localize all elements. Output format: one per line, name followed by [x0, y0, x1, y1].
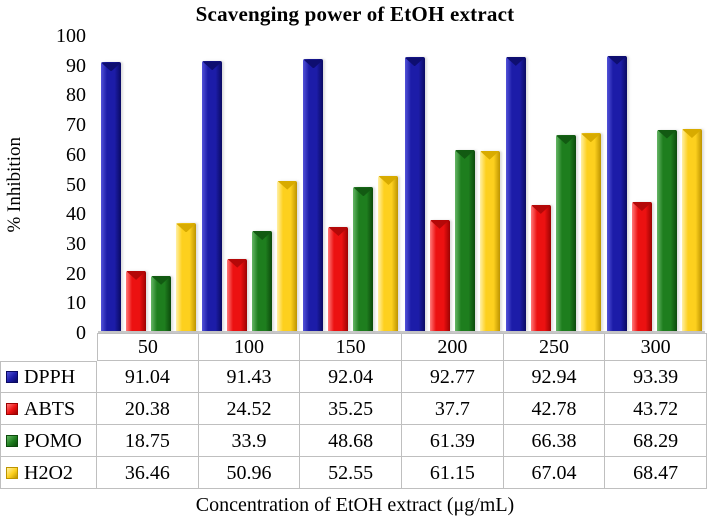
y-tick-label: 30 — [66, 232, 86, 255]
legend-label-h2o2: H2O2 — [24, 461, 73, 484]
y-tick-label: 40 — [66, 203, 86, 226]
bar-pomo-300 — [656, 129, 677, 331]
legend-marker-abts-icon — [6, 402, 18, 415]
legend-label-dpph: DPPH — [24, 366, 76, 388]
bar-h2o2-100 — [277, 180, 298, 331]
bar-abts-200 — [429, 219, 450, 331]
value-cell-h2o2-150: 52.55 — [300, 457, 402, 489]
chart-title: Scavenging power of EtOH extract — [195, 2, 515, 26]
bar-group-100 — [199, 36, 300, 331]
bar-abts-100 — [227, 258, 248, 331]
y-tick-label: 100 — [56, 25, 86, 47]
plot-area — [98, 36, 705, 333]
bar-dpph-300 — [606, 55, 627, 331]
value-cell-abts-50: 20.38 — [97, 393, 199, 425]
bar-h2o2-300 — [681, 129, 702, 331]
bar-pomo-100 — [252, 231, 273, 331]
value-cell-pomo-50: 18.75 — [97, 425, 199, 457]
bar-group-250 — [503, 36, 604, 331]
bar-dpph-250 — [505, 56, 526, 331]
bar-pomo-200 — [454, 149, 475, 331]
value-cell-h2o2-250: 67.04 — [503, 457, 606, 489]
legend-marker-pomo-icon — [6, 434, 18, 447]
y-tick-label: 90 — [66, 54, 86, 77]
bar-abts-50 — [126, 270, 147, 331]
y-tick-label: 70 — [66, 114, 86, 137]
value-cell-dpph-150: 92.04 — [300, 361, 402, 393]
legend-cell-dpph: DPPH — [0, 361, 97, 393]
data-table: 50 100 150 200 250 300 DPPH 91.04 91.43 92.04 92.7… — [0, 333, 707, 489]
bar-h2o2-150 — [378, 175, 399, 331]
bar-dpph-50 — [101, 62, 122, 331]
value-cell-abts-100: 24.52 — [198, 393, 301, 425]
legend-label-pomo: POMO — [24, 429, 82, 452]
bar-abts-300 — [631, 202, 652, 331]
bar-pomo-250 — [555, 135, 576, 331]
bar-pomo-50 — [151, 275, 172, 331]
bar-h2o2-250 — [580, 133, 601, 331]
bar-abts-150 — [328, 227, 349, 331]
category-header-250: 250 — [503, 333, 606, 361]
x-axis-title: Concentration of EtOH extract (μg/mL) — [195, 494, 515, 516]
y-tick-label: 10 — [66, 292, 86, 315]
value-cell-h2o2-300: 68.47 — [605, 457, 707, 489]
value-cell-pomo-150: 48.68 — [300, 425, 402, 457]
value-cell-abts-300: 43.72 — [605, 393, 707, 425]
bar-group-50 — [98, 36, 199, 331]
y-tick-label: 60 — [66, 143, 86, 166]
value-cell-pomo-250: 66.38 — [503, 425, 606, 457]
bar-group-200 — [402, 36, 503, 331]
y-tick-label: 20 — [66, 262, 86, 285]
legend-marker-h2o2-icon — [6, 466, 18, 479]
y-axis-ticks: 0 10 20 30 40 50 60 70 80 90 100 — [30, 26, 98, 343]
category-header-200: 200 — [401, 333, 504, 361]
bar-abts-250 — [530, 204, 551, 331]
y-tick-label: 80 — [66, 84, 86, 107]
y-tick-label: 50 — [66, 173, 86, 196]
legend-cell-abts: ABTS — [0, 393, 97, 425]
value-cell-pomo-200: 61.39 — [401, 425, 504, 457]
bar-h2o2-200 — [479, 150, 500, 331]
category-header-300: 300 — [605, 333, 707, 361]
value-cell-pomo-300: 68.29 — [605, 425, 707, 457]
bar-dpph-100 — [202, 61, 223, 331]
value-cell-abts-200: 37.7 — [401, 393, 504, 425]
value-cell-pomo-100: 33.9 — [198, 425, 301, 457]
y-tick-label: 0 — [76, 322, 86, 344]
value-cell-h2o2-200: 61.15 — [401, 457, 504, 489]
value-cell-dpph-100: 91.43 — [198, 361, 301, 393]
category-header-150: 150 — [300, 333, 402, 361]
bar-group-150 — [300, 36, 401, 331]
legend-marker-dpph-icon — [6, 371, 18, 383]
bar-pomo-150 — [353, 187, 374, 331]
category-header-100: 100 — [198, 333, 301, 361]
y-axis-title-text: % Inhibition — [4, 136, 25, 233]
value-cell-dpph-300: 93.39 — [605, 361, 707, 393]
bar-h2o2-50 — [176, 223, 197, 331]
legend-cell-h2o2: H2O2 — [0, 457, 97, 489]
value-cell-abts-150: 35.25 — [300, 393, 402, 425]
value-cell-dpph-200: 92.77 — [401, 361, 504, 393]
legend-cell-pomo: POMO — [0, 425, 97, 457]
bar-dpph-150 — [303, 59, 324, 331]
value-cell-h2o2-100: 50.96 — [198, 457, 301, 489]
bar-group-300 — [604, 36, 705, 331]
bar-dpph-200 — [404, 57, 425, 331]
value-cell-dpph-250: 92.94 — [503, 361, 606, 393]
legend-label-abts: ABTS — [24, 397, 76, 420]
chart-area: % Inhibition 0 10 20 30 40 50 60 70 80 90 100 — [0, 26, 710, 343]
value-cell-h2o2-50: 36.46 — [97, 457, 199, 489]
value-cell-dpph-50: 91.04 — [97, 361, 199, 393]
category-header-50: 50 — [97, 333, 199, 361]
y-axis-title: % Inhibition — [0, 36, 30, 333]
value-cell-abts-250: 42.78 — [503, 393, 606, 425]
